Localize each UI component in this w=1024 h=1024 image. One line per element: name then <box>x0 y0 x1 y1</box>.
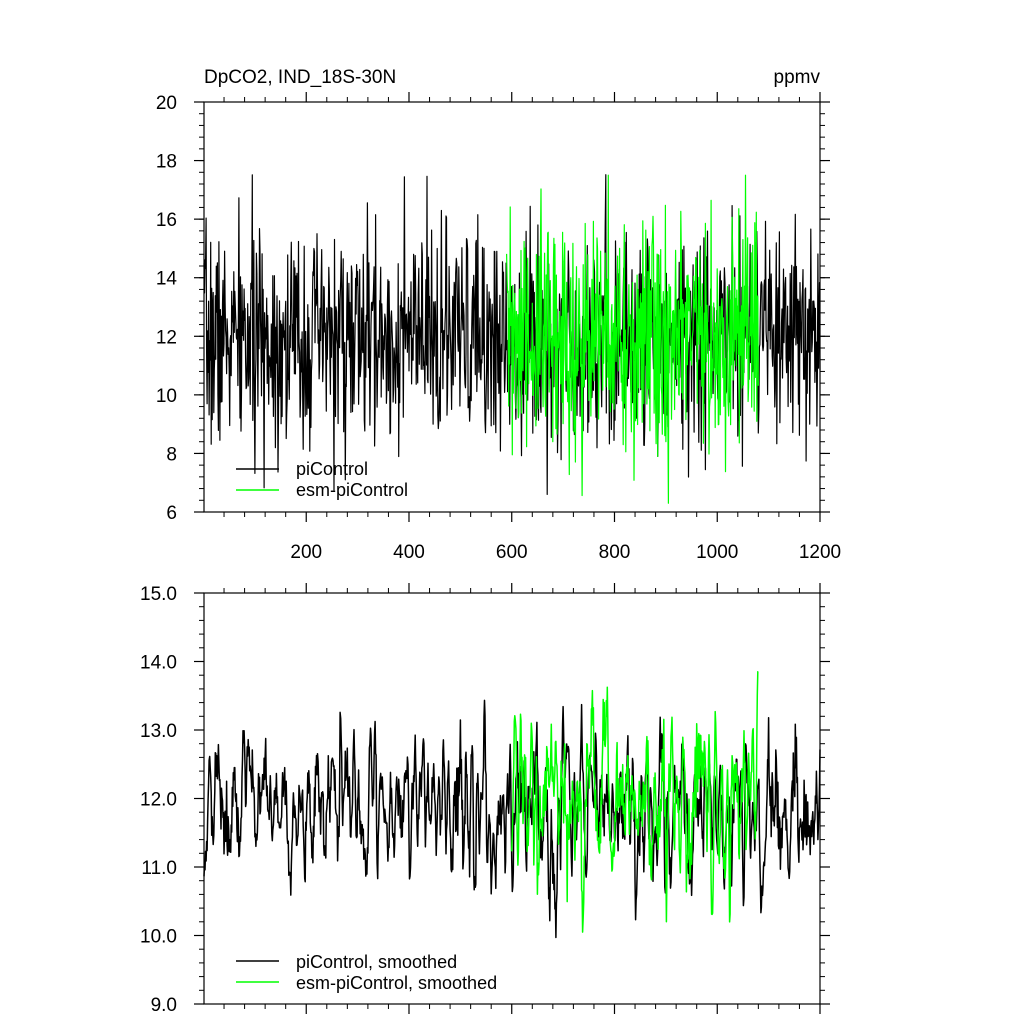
y-tick-label: 9.0 <box>151 995 177 1016</box>
series-line-esm-picontrol <box>506 174 759 504</box>
bottom-axes: 9.0 10.0 11.0 12.0 13.0 14.0 15.0 <box>140 583 830 1016</box>
top-axes: 6 8 10 12 14 16 18 20 200 400 600 800 1000 1200 <box>156 92 841 563</box>
y-tick-label: 12 <box>156 327 177 348</box>
chart-title: DpCO2, IND_18S-30N <box>204 67 396 88</box>
y-tick-label: 13.0 <box>140 721 177 742</box>
series-line-esm-picontrol-smoothed <box>510 671 759 933</box>
x-tick-label: 600 <box>496 542 528 563</box>
y-tick-label: 14.0 <box>140 653 177 674</box>
top-legend: piControl esm-piControl <box>236 459 408 500</box>
series-line-picontrol-smoothed <box>203 699 821 939</box>
top-series-group <box>203 174 821 504</box>
bottom-chart-panel: 9.0 10.0 11.0 12.0 13.0 14.0 15.0 piControl, s… <box>140 583 830 1016</box>
bottom-series-group <box>203 671 821 939</box>
legend-label-esm-picontrol: esm-piControl <box>296 480 408 500</box>
y-tick-label: 14 <box>156 269 178 290</box>
top-chart-panel: DpCO2, IND_18S-30N ppmv 6 8 10 12 14 16 18 20 20… <box>156 67 841 563</box>
x-tick-label: 200 <box>290 542 322 563</box>
y-tick-label: 12.0 <box>140 790 177 811</box>
x-tick-label: 1200 <box>799 542 841 563</box>
y-tick-label: 6 <box>166 503 177 524</box>
y-tick-label: 15.0 <box>140 584 177 605</box>
legend-label-picontrol: piControl <box>296 459 368 479</box>
y-tick-label: 8 <box>166 444 177 465</box>
units-label: ppmv <box>774 67 821 88</box>
y-tick-label: 20 <box>156 93 177 114</box>
x-tick-label: 800 <box>599 542 631 563</box>
x-tick-label: 1000 <box>696 542 738 563</box>
bottom-legend: piControl, smoothed esm-piControl, smoot… <box>236 952 497 993</box>
y-tick-label: 11.0 <box>141 858 177 879</box>
y-tick-label: 10.0 <box>140 927 177 948</box>
x-tick-label: 400 <box>393 542 425 563</box>
y-tick-label: 18 <box>156 152 177 173</box>
legend-label-picontrol-smoothed: piControl, smoothed <box>296 952 457 972</box>
legend-label-esm-picontrol-smoothed: esm-piControl, smoothed <box>296 973 497 993</box>
y-tick-label: 10 <box>156 386 177 407</box>
y-tick-label: 16 <box>156 210 177 231</box>
